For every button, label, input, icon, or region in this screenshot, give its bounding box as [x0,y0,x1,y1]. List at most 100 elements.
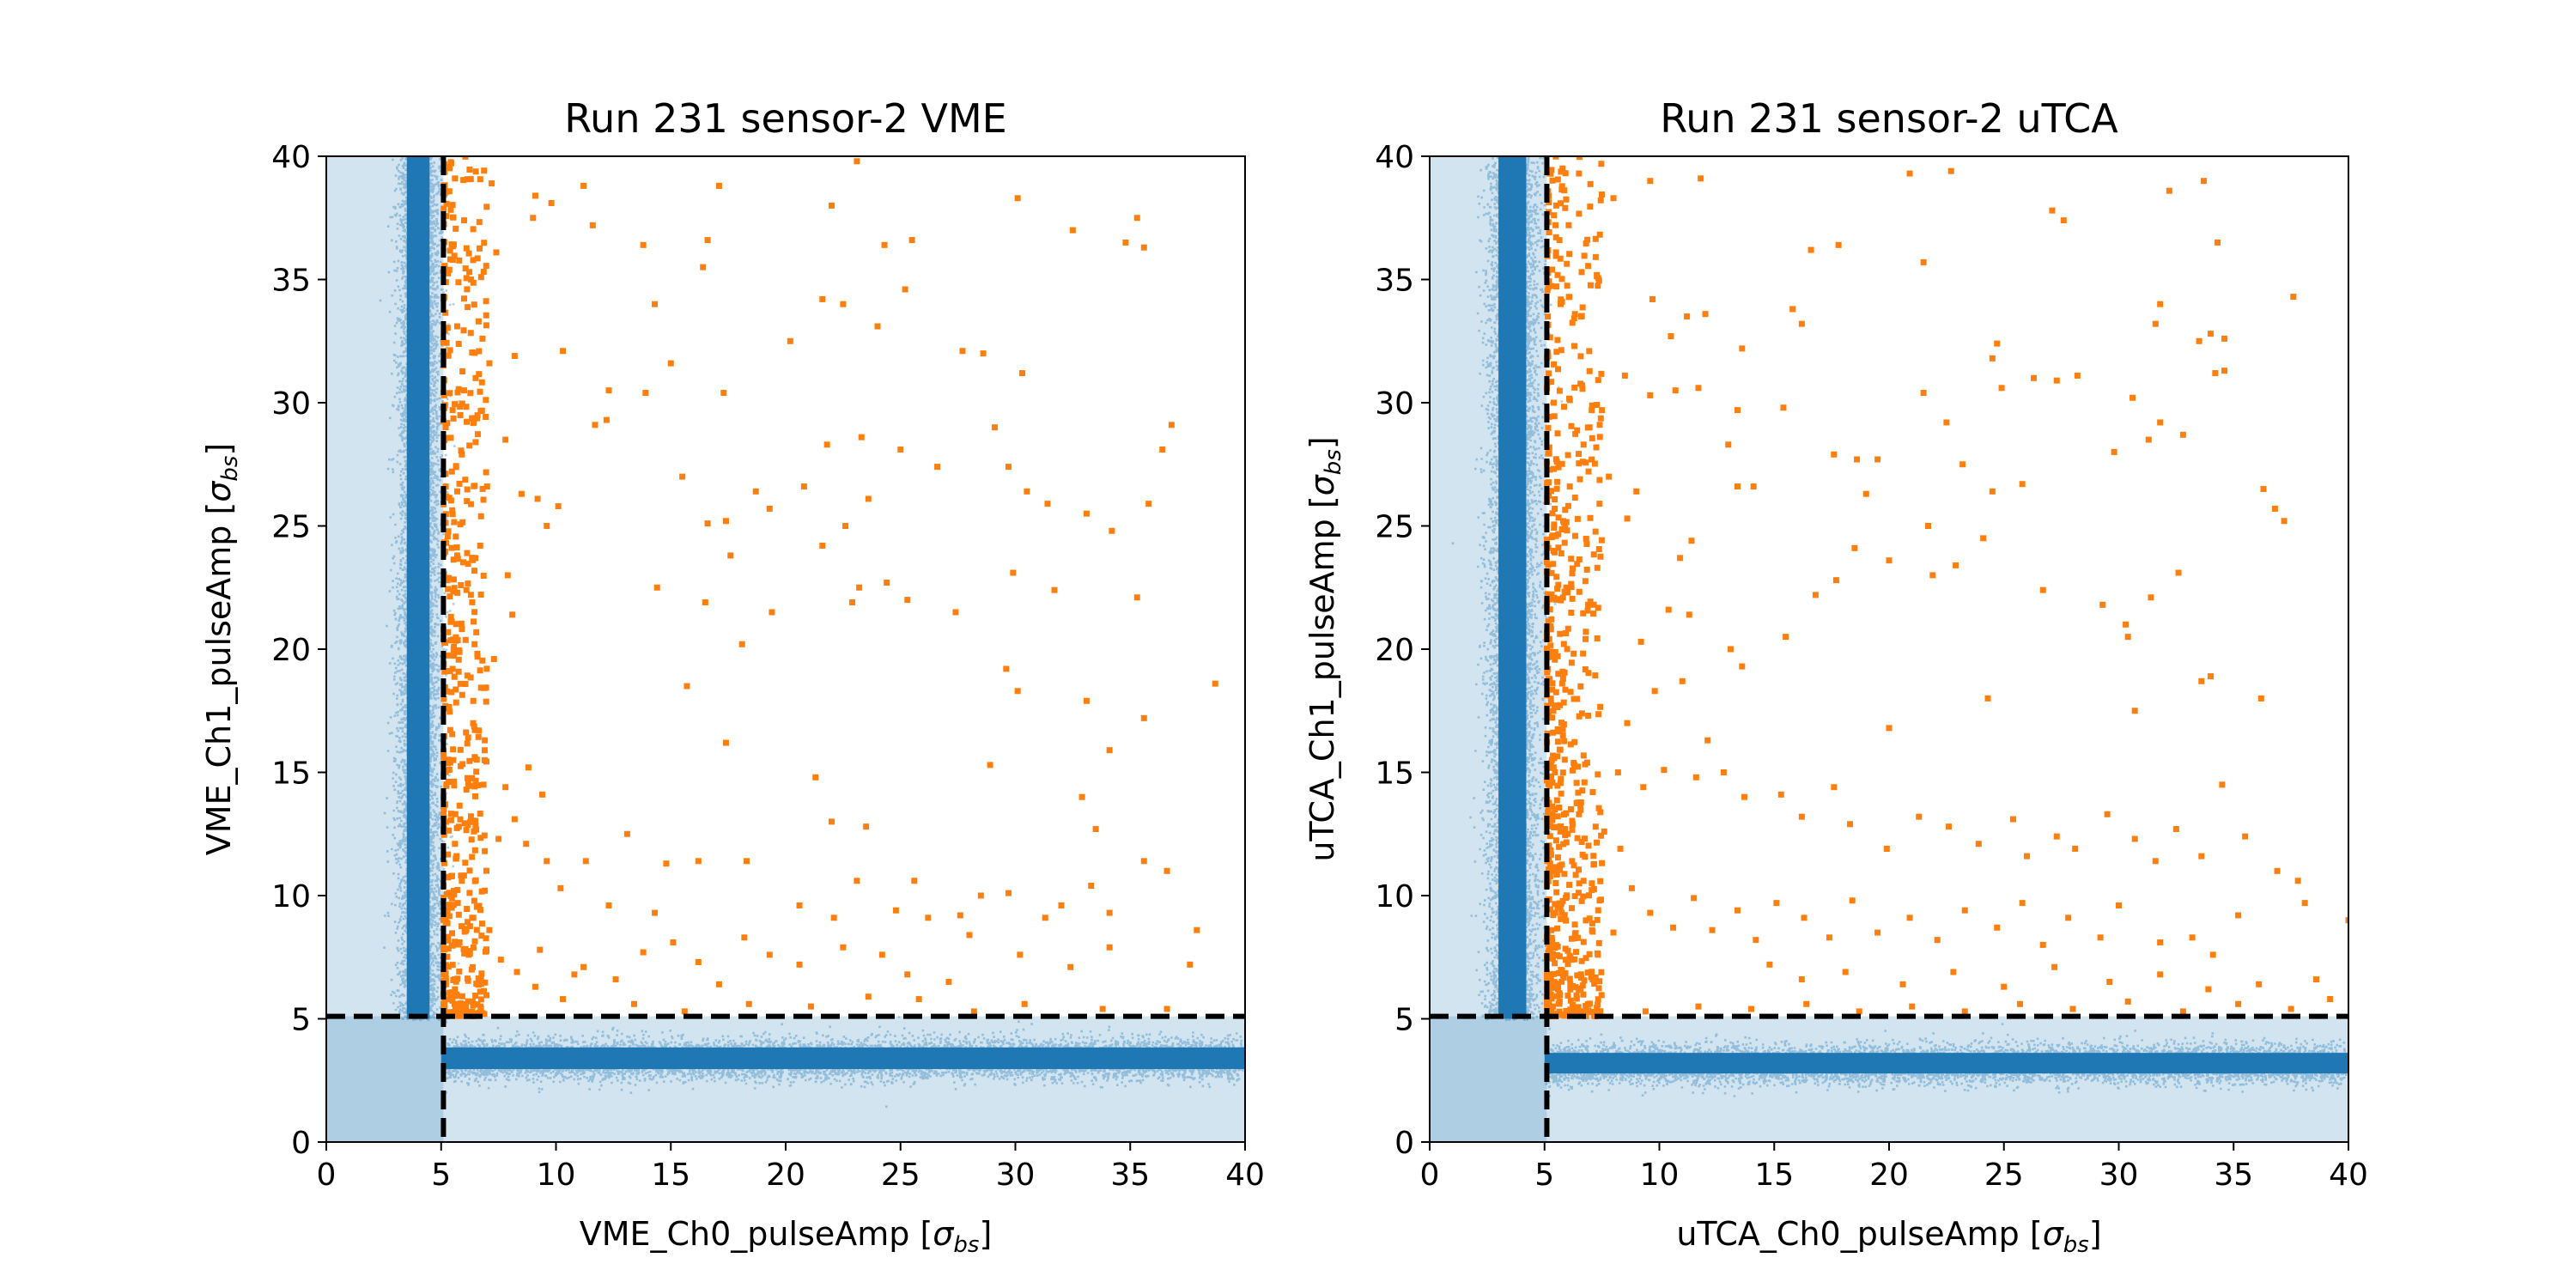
x-tick-label: 20 [1869,1157,1909,1193]
orange-point [700,264,707,270]
orange-point [745,1000,752,1007]
orange-point [523,841,530,848]
orange-point [1610,195,1617,202]
orange-scatter-series [1543,156,2348,1020]
x-tick-label: 20 [766,1157,805,1193]
orange-point [461,387,467,394]
orange-point [1610,929,1617,936]
blue-vertical-cluster-core [1498,156,1527,1019]
orange-point [970,1008,977,1015]
y-axis-ticks: 0 5 10 15 20 25 30 35 40 [1375,140,1430,1161]
blue-scatter-series [1451,156,2348,1097]
orange-point [925,914,932,921]
orange-point [486,927,493,933]
orange-point [548,200,555,207]
noise-band-vertical [1430,156,1547,1142]
orange-point [1807,246,1814,253]
orange-point [952,609,959,616]
orange-point [2172,826,2179,833]
orange-point [1566,483,1573,490]
orange-point [1773,900,1780,907]
orange-point [1688,538,1695,544]
x-tick-label: 35 [1110,1157,1150,1193]
orange-point [1950,969,1957,975]
orange-point [490,655,497,662]
orange-point [482,737,489,744]
orange-point [1051,586,1058,593]
orange-point [1078,793,1085,800]
orange-point [1106,747,1113,754]
orange-point [470,697,477,704]
orange-point [796,902,803,908]
orange-point [2053,833,2060,840]
orange-point [1679,677,1686,684]
orange-point [766,505,773,512]
orange-point [1621,372,1628,379]
orange-point [2060,217,2067,224]
x-tick-label: 25 [881,1157,920,1193]
y-tick-label: 10 [271,879,311,914]
y-axis-label: uTCA_Ch1_pulseAmp [σbs] [1303,436,1346,861]
orange-point [1777,791,1784,798]
orange-point [1989,355,1996,361]
orange-point [1695,385,1702,392]
orange-point [2039,586,2046,593]
orange-point [2152,858,2159,865]
orange-point [829,818,835,825]
orange-point [1994,340,2001,347]
orange-point [1212,680,1218,687]
orange-point [1668,333,1674,340]
orange-point [2260,485,2267,492]
orange-point [2111,448,2117,455]
orange-point [2157,301,2164,307]
orange-point [1934,937,1941,944]
orange-point [704,237,711,244]
orange-point [2157,419,2164,426]
orange-point [477,542,483,549]
blue-horizontal-cluster-core [440,1047,1245,1070]
orange-point [1019,370,1026,377]
orange-point [605,387,612,394]
orange-point [1589,788,1596,795]
x-tick-label: 15 [1754,1157,1794,1193]
orange-point [1133,594,1140,601]
orange-point [2157,971,2164,978]
orange-point [1109,527,1115,534]
orange-point [452,841,459,848]
y-tick-label: 0 [1394,1126,1414,1161]
orange-point [959,348,966,355]
orange-point [2051,963,2058,970]
orange-point [1720,769,1727,775]
orange-point [854,878,860,884]
orange-point [2235,1000,2242,1007]
orange-point [2124,998,2131,1005]
orange-point [863,823,870,830]
orange-point [1980,535,1987,542]
y-tick-label: 15 [271,756,311,792]
orange-point [1698,175,1704,182]
orange-point [2200,178,2207,185]
orange-point [2129,394,2136,401]
orange-point [1614,769,1621,775]
orange-point [555,503,562,510]
orange-point [1994,924,2001,931]
orange-point [1702,311,1709,318]
orange-point [1624,515,1631,522]
y-tick-label: 20 [271,633,311,668]
orange-point [1959,461,1966,468]
orange-point [1042,914,1048,921]
orange-point [1780,404,1787,411]
orange-point [1005,464,1012,471]
orange-point [2124,634,2131,641]
orange-point [1812,592,1819,598]
orange-point [1559,732,1566,738]
orange-point [461,217,467,224]
orange-point [752,488,759,495]
orange-point [738,641,745,647]
orange-point [1739,345,1746,352]
orange-point [1088,883,1095,890]
orange-point [623,830,630,837]
orange-point [1562,204,1569,211]
orange-point [1067,963,1074,970]
orange-point [1789,306,1796,313]
